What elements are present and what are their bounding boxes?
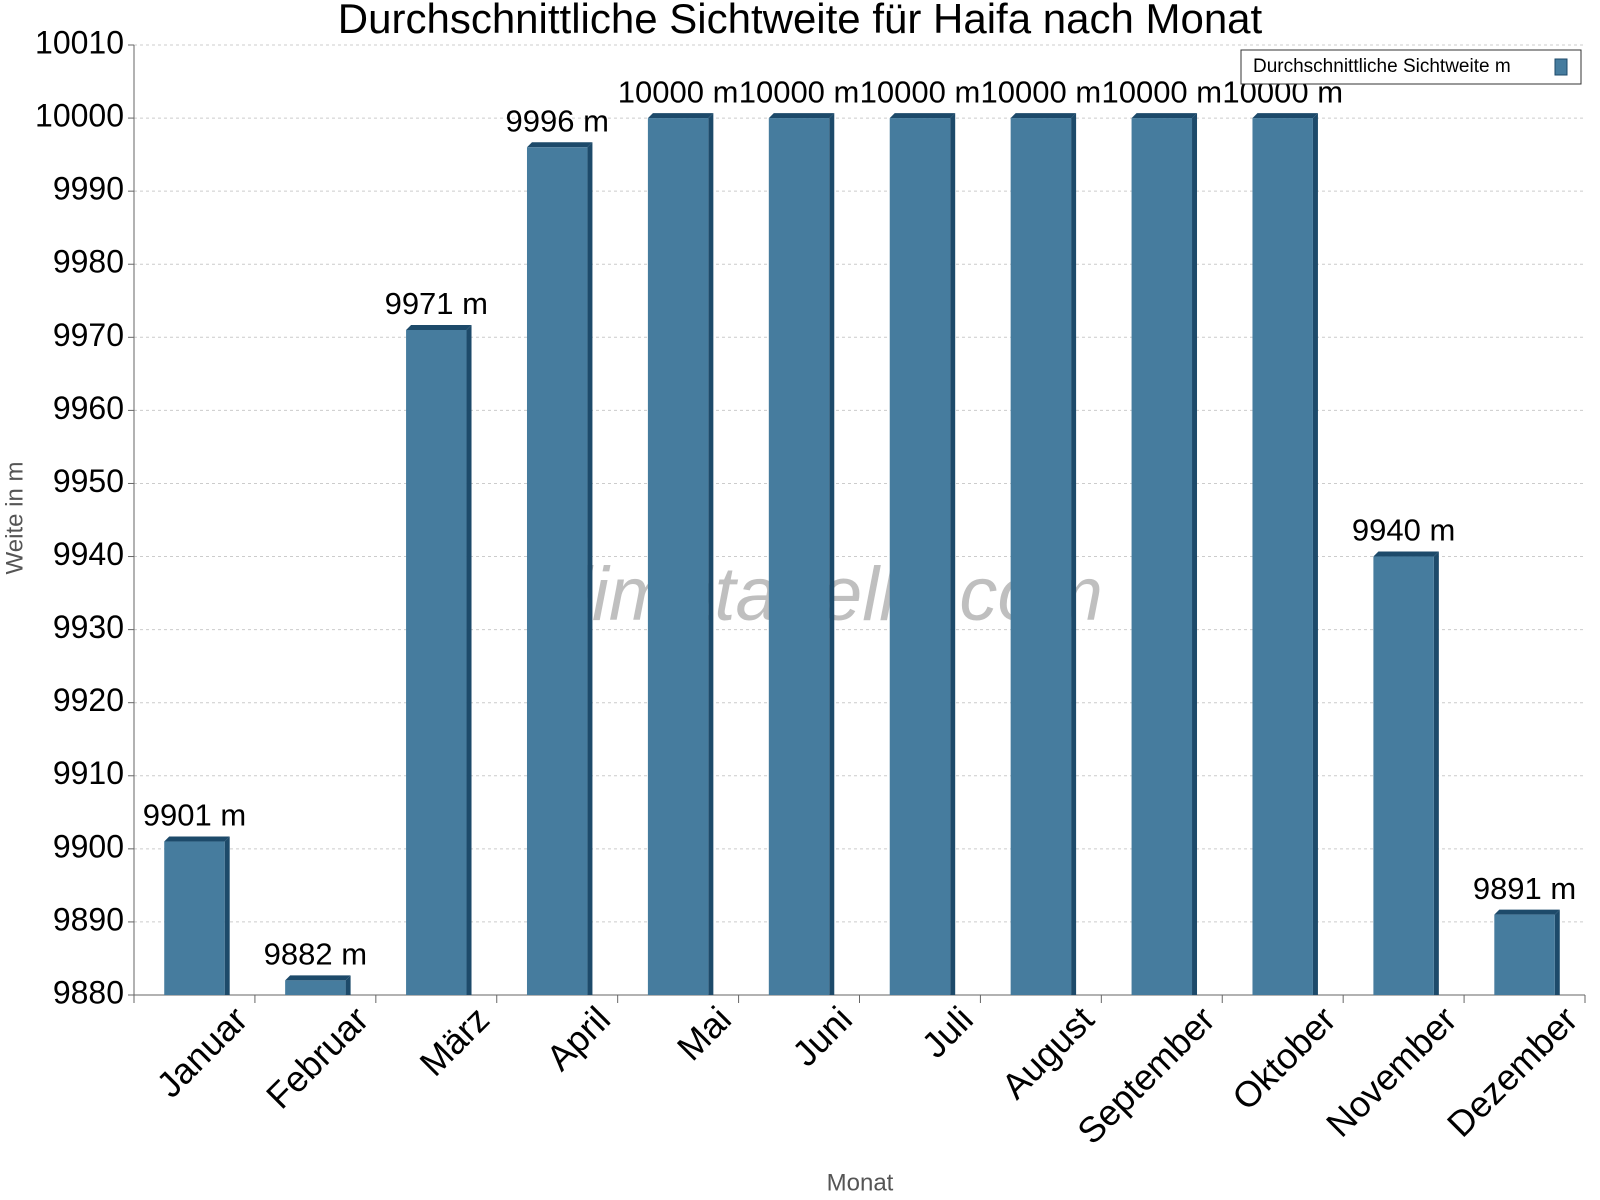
bar: [406, 330, 467, 995]
bar-side: [466, 325, 472, 995]
y-tick-label: 9950: [53, 463, 124, 499]
x-axis-title: Monat: [827, 1169, 894, 1196]
bar-top: [768, 113, 835, 119]
bar-side: [224, 836, 230, 995]
y-tick-label: 9970: [53, 317, 124, 353]
bar-side: [950, 113, 956, 996]
legend-swatch: [1554, 58, 1568, 76]
x-tick-label: Februar: [258, 998, 376, 1116]
bar: [647, 118, 709, 996]
bar: [1252, 118, 1313, 996]
bar-side: [1312, 113, 1318, 996]
bar-top: [1010, 113, 1077, 119]
bar-top: [406, 325, 472, 330]
bar-side: [587, 142, 593, 996]
y-tick-label: 9930: [53, 609, 124, 645]
x-tick-label: Oktober: [1224, 998, 1344, 1118]
bar-top: [1252, 113, 1318, 119]
bar-side: [1071, 113, 1077, 996]
bar-top: [285, 975, 351, 981]
value-label: 9882 m: [264, 937, 367, 972]
value-label: 9901 m: [143, 798, 246, 833]
bar-side: [345, 975, 351, 995]
value-label: 10000 m: [860, 74, 981, 109]
value-label: 9971 m: [385, 286, 488, 321]
bar-top: [1131, 113, 1198, 119]
bar: [1010, 118, 1072, 996]
x-tick-label: Juni: [784, 998, 860, 1074]
bar: [164, 841, 225, 995]
y-tick-label: 9920: [53, 682, 124, 718]
x-tick-label: Dezember: [1439, 998, 1585, 1144]
value-label: 9996 m: [506, 103, 609, 138]
bar-side: [829, 113, 835, 996]
bar: [526, 147, 588, 996]
y-tick-label: 10010: [35, 24, 124, 60]
bar: [1131, 118, 1193, 996]
bar: [1494, 914, 1555, 995]
x-tick-label: November: [1318, 998, 1464, 1144]
y-axis-title: Weite in m: [1, 462, 28, 575]
x-tick-label: April: [538, 998, 618, 1078]
value-label: 10000 m: [739, 74, 860, 109]
value-label: 9891 m: [1473, 871, 1576, 906]
x-tick-label: März: [412, 998, 498, 1084]
x-tick-label: Juli: [914, 998, 981, 1065]
bar-top: [1373, 551, 1439, 557]
value-label: 10000 m: [618, 74, 739, 109]
bar-top: [647, 113, 714, 119]
bar-side: [708, 113, 714, 996]
x-tick-label: Mai: [669, 998, 739, 1068]
y-tick-label: 9990: [53, 171, 124, 207]
y-tick-label: 9880: [53, 974, 124, 1010]
bar-side: [1433, 551, 1439, 995]
y-tick-label: 9960: [53, 390, 124, 426]
x-tick-label: August: [993, 998, 1101, 1106]
bar: [768, 118, 830, 996]
bar: [889, 118, 951, 996]
bar-top: [526, 142, 593, 148]
bar: [285, 980, 346, 995]
y-tick-label: 9900: [53, 828, 124, 864]
y-tick-label: 9980: [53, 244, 124, 280]
value-label: 10000 m: [981, 74, 1102, 109]
bar-side: [1192, 113, 1198, 996]
bar-top: [1494, 909, 1560, 915]
y-tick-label: 9890: [53, 901, 124, 937]
value-label: 9940 m: [1352, 513, 1455, 548]
bar-top: [164, 836, 230, 842]
y-tick-label: 9910: [53, 755, 124, 791]
chart-title: Durchschnittliche Sichtweite für Haifa n…: [338, 0, 1263, 42]
bar-top: [889, 113, 956, 119]
y-tick-label: 9940: [53, 536, 124, 572]
legend-label: Durchschnittliche Sichtweite m: [1253, 56, 1511, 77]
legend-box: [1240, 49, 1582, 85]
x-tick-label: Januar: [148, 998, 255, 1105]
bar-side: [1554, 909, 1560, 995]
bar: [1373, 556, 1434, 995]
y-tick-label: 10000: [35, 98, 124, 134]
value-label: 10000 m: [1101, 74, 1222, 109]
